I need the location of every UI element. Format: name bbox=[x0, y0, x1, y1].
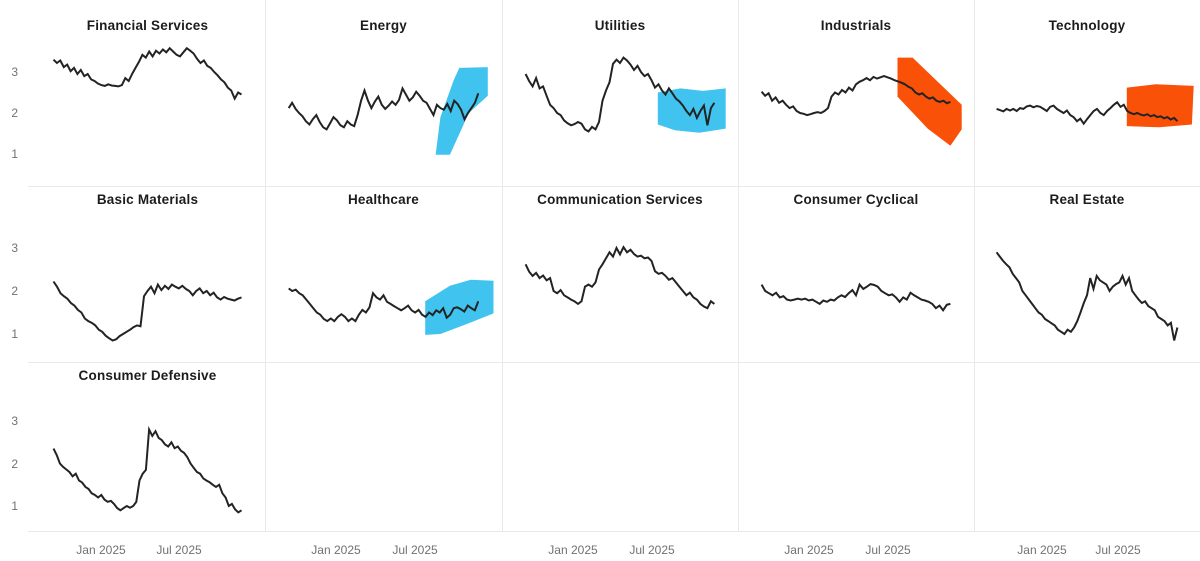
facet-line-chart bbox=[287, 67, 488, 155]
facet-panel-consumer-defensive: Consumer Defensive bbox=[30, 362, 265, 531]
trend-line bbox=[52, 280, 242, 342]
x-tick-label: Jul 2025 bbox=[1095, 543, 1141, 557]
facet-panel-energy: Energy bbox=[265, 0, 502, 186]
facet-panel-basic-materials: Basic Materials bbox=[30, 186, 265, 362]
trend-line bbox=[996, 100, 1179, 126]
facet-panel-communication-services: Communication Services bbox=[502, 186, 738, 362]
x-tick-label: Jan 2025 bbox=[548, 543, 598, 557]
x-tick-label: Jul 2025 bbox=[865, 543, 911, 557]
y-tick-label: 2 bbox=[11, 284, 18, 298]
grid-separator bbox=[974, 0, 975, 531]
grid-separator bbox=[28, 186, 1200, 187]
x-tick-label: Jul 2025 bbox=[156, 543, 202, 557]
highlight-band-orange bbox=[1126, 84, 1194, 128]
facet-title: Communication Services bbox=[537, 192, 703, 207]
facet-line-chart bbox=[760, 57, 962, 146]
facet-panel-utilities: Utilities bbox=[502, 0, 738, 186]
trend-line bbox=[760, 75, 951, 117]
facet-title: Real Estate bbox=[1049, 192, 1125, 207]
x-tick-label: Jan 2025 bbox=[784, 543, 834, 557]
grid-separator bbox=[28, 531, 1200, 532]
facet-line-chart bbox=[996, 84, 1194, 128]
facet-line-chart bbox=[52, 425, 243, 514]
y-tick-label: 1 bbox=[11, 499, 18, 513]
facet-panel-real-estate: Real Estate bbox=[974, 186, 1200, 362]
highlight-band-orange bbox=[897, 57, 962, 146]
grid-separator bbox=[738, 0, 739, 531]
grid-separator bbox=[28, 362, 1200, 363]
x-tick-label: Jul 2025 bbox=[629, 543, 675, 557]
facet-title: Technology bbox=[1048, 18, 1126, 33]
facet-title: Financial Services bbox=[86, 18, 209, 33]
facet-line-chart bbox=[524, 56, 726, 133]
y-tick-label: 1 bbox=[11, 147, 18, 161]
facet-line-chart bbox=[760, 282, 951, 313]
y-tick-label: 2 bbox=[11, 457, 18, 471]
facet-title: Industrials bbox=[820, 18, 892, 33]
facet-panel-industrials: Industrials bbox=[738, 0, 974, 186]
facet-line-chart bbox=[524, 245, 715, 310]
facet-title: Basic Materials bbox=[96, 192, 199, 207]
y-tick-label: 3 bbox=[11, 414, 18, 428]
facet-title: Consumer Cyclical bbox=[793, 192, 919, 207]
facet-title: Energy bbox=[360, 18, 407, 33]
trend-line bbox=[287, 85, 480, 131]
facet-title: Healthcare bbox=[347, 192, 420, 207]
trend-line bbox=[52, 46, 243, 101]
grid-separator bbox=[502, 0, 503, 531]
facet-line-chart bbox=[288, 279, 494, 335]
facet-panel-consumer-cyclical: Consumer Cyclical bbox=[738, 186, 974, 362]
y-tick-label: 1 bbox=[11, 327, 18, 341]
y-tick-label: 2 bbox=[11, 106, 18, 120]
trend-line bbox=[524, 245, 715, 310]
y-tick-label: 3 bbox=[11, 65, 18, 79]
x-tick-label: Jan 2025 bbox=[311, 543, 361, 557]
trend-line bbox=[288, 287, 480, 323]
grid-separator bbox=[265, 0, 266, 531]
trend-line bbox=[995, 251, 1179, 341]
facet-line-chart bbox=[995, 251, 1179, 341]
facet-title: Utilities bbox=[594, 18, 646, 33]
x-tick-label: Jan 2025 bbox=[76, 543, 126, 557]
trend-line bbox=[52, 425, 243, 514]
trend-line bbox=[524, 56, 716, 133]
facet-line-chart bbox=[52, 46, 243, 101]
trend-line bbox=[760, 282, 951, 313]
x-tick-label: Jul 2025 bbox=[392, 543, 438, 557]
facet-panel-financial-services: Financial Services bbox=[30, 0, 265, 186]
facet-line-chart bbox=[52, 280, 242, 342]
facet-panel-technology: Technology bbox=[974, 0, 1200, 186]
x-tick-label: Jan 2025 bbox=[1017, 543, 1067, 557]
facet-title: Consumer Defensive bbox=[78, 368, 217, 383]
facet-panel-healthcare: Healthcare bbox=[265, 186, 502, 362]
y-tick-label: 3 bbox=[11, 241, 18, 255]
